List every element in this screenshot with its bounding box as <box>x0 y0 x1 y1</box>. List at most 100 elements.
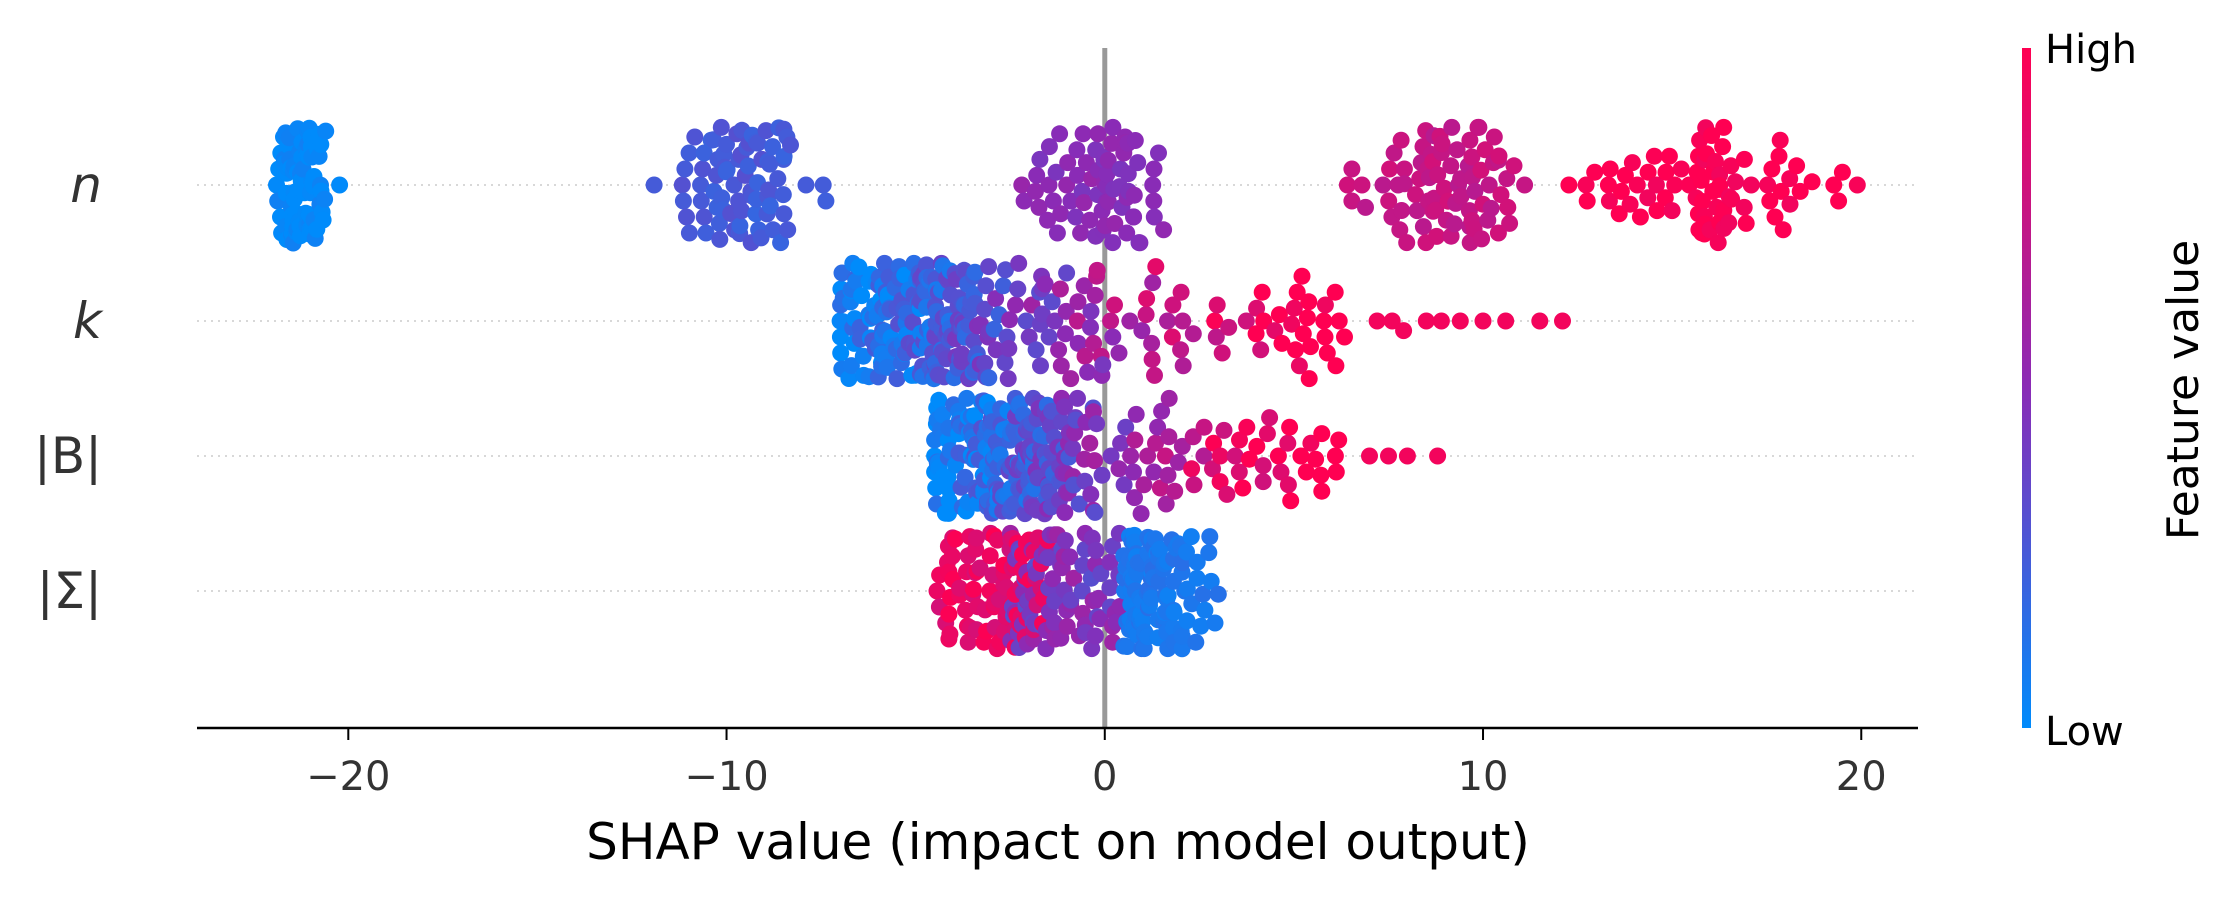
shap-point <box>1163 328 1181 346</box>
shap-point <box>1461 131 1479 149</box>
shap-point <box>1059 154 1077 172</box>
shap-point <box>1472 161 1490 179</box>
shap-point <box>1429 166 1447 184</box>
shap-point <box>1015 192 1033 210</box>
shap-point <box>1057 302 1075 320</box>
shap-point <box>692 192 710 210</box>
shap-point <box>1075 277 1093 295</box>
shap-point <box>1151 540 1169 558</box>
shap-point <box>1157 495 1175 513</box>
shap-point <box>1327 463 1345 481</box>
shap-point <box>1706 153 1724 170</box>
shap-dots <box>268 118 1866 658</box>
shap-point <box>959 633 977 651</box>
shap-point <box>1612 182 1630 200</box>
shap-point <box>1771 131 1789 149</box>
shap-point <box>941 625 959 643</box>
shap-point <box>943 547 961 565</box>
shap-point <box>1398 234 1416 252</box>
shap-point <box>1133 322 1151 340</box>
shap-point <box>1368 312 1386 330</box>
shap-point <box>1099 193 1117 211</box>
shap-point <box>1082 485 1100 503</box>
shap-point <box>1069 166 1086 184</box>
shap-point <box>1073 582 1091 600</box>
shap-point <box>1039 211 1056 229</box>
shap-point <box>1143 350 1161 368</box>
shap-point <box>981 547 999 565</box>
shap-point <box>697 224 715 242</box>
shap-point <box>1803 173 1821 191</box>
shap-point <box>1173 437 1191 455</box>
shap-point <box>1026 182 1044 200</box>
shap-point <box>1338 176 1356 194</box>
shap-point <box>1110 460 1128 478</box>
x-tick-label-2: 0 <box>1092 754 1117 800</box>
colorbar <box>2022 48 2031 728</box>
shap-point <box>1395 322 1413 340</box>
shap-point <box>695 208 713 226</box>
shap-point <box>1144 176 1162 194</box>
shap-point <box>1554 312 1571 330</box>
shap-point <box>1451 312 1469 330</box>
shap-point <box>1485 128 1503 146</box>
shap-point <box>1343 192 1361 210</box>
shap-point <box>1287 341 1304 359</box>
shap-point <box>1087 541 1105 559</box>
shap-point <box>1206 614 1224 632</box>
shap-point <box>1774 221 1792 239</box>
shap-point <box>1466 182 1484 200</box>
shap-point <box>1064 439 1082 457</box>
shap-point <box>1433 135 1451 153</box>
shap-point <box>1703 127 1721 144</box>
shap-point <box>1048 224 1066 242</box>
shap-point <box>1172 283 1190 301</box>
shap-point <box>976 354 994 372</box>
shap-point <box>1272 463 1290 481</box>
shap-point <box>1307 450 1325 468</box>
shap-point <box>1061 548 1079 566</box>
shap-point <box>645 176 663 194</box>
shap-point <box>1361 447 1378 465</box>
shap-point <box>1208 296 1226 314</box>
shap-point <box>749 134 767 152</box>
shap-point <box>946 530 964 548</box>
shap-point <box>1144 274 1162 292</box>
shap-point <box>1474 312 1492 330</box>
shap-point <box>692 176 710 194</box>
shap-point <box>1237 312 1255 330</box>
shap-point <box>1178 612 1196 630</box>
shap-point <box>1395 160 1413 178</box>
shap-point <box>1788 157 1806 175</box>
shap-point <box>1184 428 1202 446</box>
shap-point <box>1714 138 1732 156</box>
shap-point <box>1294 325 1312 343</box>
shap-point <box>989 531 1006 549</box>
shap-point <box>1336 328 1353 346</box>
shap-point <box>1206 312 1224 330</box>
shap-point <box>1065 569 1083 587</box>
shap-point <box>1031 150 1049 168</box>
shap-point <box>1202 572 1220 590</box>
shap-point <box>1013 176 1031 194</box>
colorbar-high-label: High <box>2045 27 2137 73</box>
shap-point <box>1248 299 1266 317</box>
shap-point <box>1302 434 1320 452</box>
shap-point <box>1164 296 1182 314</box>
shap-point <box>752 229 770 247</box>
shap-point <box>1391 221 1409 239</box>
shap-point <box>1121 312 1139 330</box>
shap-point <box>1122 447 1140 465</box>
shap-point <box>1086 452 1103 470</box>
shap-point <box>1099 151 1117 169</box>
shap-point <box>1385 144 1403 162</box>
shap-point <box>940 504 957 522</box>
shap-point <box>1102 447 1120 465</box>
shap-point <box>1076 347 1094 365</box>
shap-point <box>940 492 958 510</box>
shap-point <box>772 234 790 252</box>
shap-point <box>764 138 782 156</box>
shap-point <box>1499 198 1517 216</box>
shap-point <box>1145 463 1163 481</box>
